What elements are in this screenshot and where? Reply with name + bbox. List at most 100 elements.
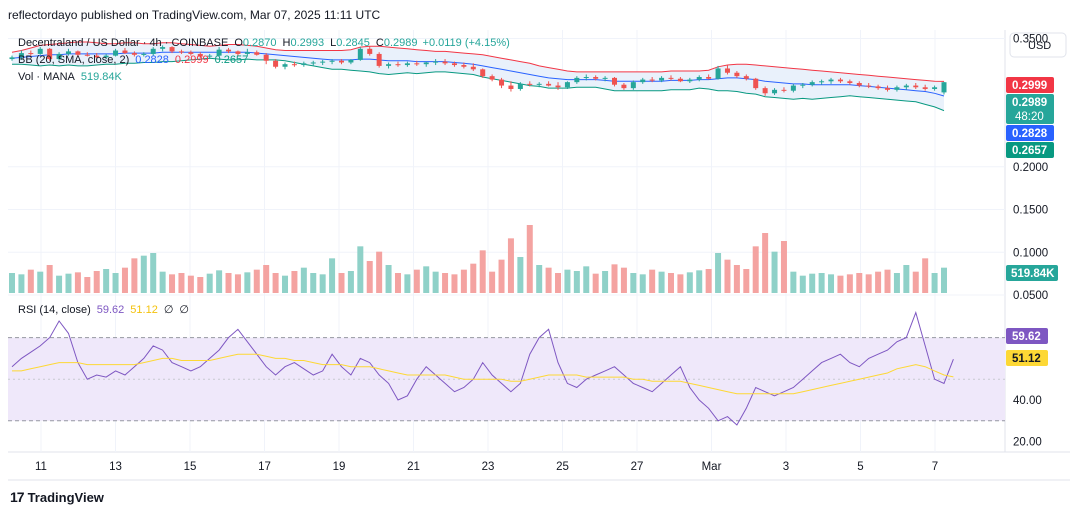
volume-bar [93,271,100,293]
candle-body [668,77,674,79]
volume-bar [762,233,769,293]
time-axis[interactable]: 11 13 15 17 19 21 23 25 27 Mar 3 5 7 [35,461,938,473]
volume-bar [234,274,241,293]
time-tick-label: 11 [35,461,47,473]
volume-bar [357,246,364,293]
price-axis-ticks: 0.3500 0.2000 0.1500 0.1000 0.0500 [1013,34,1048,302]
bb-upper-tag: 0.2999 [1006,77,1054,93]
high-label: H [283,37,291,49]
close-value: 0.2989 [384,37,418,49]
bar-countdown-text: 48:20 [1015,111,1044,123]
time-tick-label: Mar [702,461,722,473]
volume-bar [300,267,307,293]
volume-bar [498,259,505,293]
volume-bar [507,238,514,293]
volume-bar [244,272,251,293]
bb-lower-value: 0.2657 [215,54,249,66]
rsi-ma-tag-text: 51.12 [1012,353,1041,365]
candle-body [621,84,627,89]
time-tick-label: 7 [932,461,938,473]
change-value: +0.0119 (+4.15%) [423,37,510,49]
volume-bar [771,251,778,293]
candle-body [753,78,759,89]
bb-upper-line [11,41,945,82]
volume-bar [84,277,91,293]
candle-body [310,62,316,64]
bb-basis-line [11,51,945,97]
candle-body [169,47,175,52]
volume-bar [517,257,524,293]
rsi-value-tag-text: 59.62 [1012,331,1041,343]
volume-bar [526,225,533,293]
volume-bar [65,273,72,293]
bb-legend[interactable]: BB (20, SMA, close, 2) 0.2828 0.2999 0.2657 [18,54,248,66]
candle-body [433,61,439,63]
volume-bar [46,265,53,293]
candle-body [404,63,410,66]
candle-body [630,82,636,89]
volume-bars [9,225,947,293]
rsi-d1: ∅ [164,304,174,316]
bb-upper-value: 0.2999 [175,54,209,66]
candle-body [828,79,834,82]
candle-body [94,55,100,58]
bb-lower-line [12,57,945,112]
candle-body [677,78,683,82]
volume-bar [592,273,599,293]
candle-body [291,64,297,66]
candle-body [131,53,137,55]
candle-body [386,64,392,66]
currency-label: USD [1028,40,1051,52]
candle-body [423,62,429,65]
volume-bar [780,241,787,293]
volume-bar [169,274,176,293]
candle-body [837,79,843,82]
volume-bar [413,269,420,293]
candle-body [706,77,712,79]
candle-body [338,60,344,63]
candle-body [47,48,53,60]
close-label: C [376,37,384,49]
volume-bar [846,274,853,293]
candle-body [348,59,354,63]
candle-body [301,63,307,66]
candle-body [56,53,62,60]
symbol-title: Decentraland / US Dollar · 4h · COINBASE [18,37,228,49]
time-tick-label: 25 [556,461,569,473]
candle-body [724,68,730,73]
tradingview-branding[interactable]: 17 TradingView [10,489,104,505]
time-tick-label: 19 [333,461,346,473]
candle-body [875,86,881,89]
price-tick-label: 0.0500 [1013,290,1048,302]
candle-body [555,85,561,88]
rsi-ma-tag: 51.12 [1006,350,1048,366]
close-price-tag: 0.2989 48:20 [1006,94,1054,124]
time-tick-label: 3 [783,461,789,473]
time-tick-label: 13 [109,461,122,473]
volume-bar [394,273,401,293]
symbol-legend[interactable]: Decentraland / US Dollar · 4h · COINBASE… [18,37,510,49]
candle-body [602,77,608,79]
candle-body [508,85,514,89]
currency-selector[interactable]: USD [1009,32,1067,58]
candle-body [800,84,806,86]
volume-bar [931,273,938,293]
volume-bar [140,255,147,293]
candle-body [75,51,81,55]
volume-bar [376,251,383,293]
volume-bar [216,270,223,293]
volume-bar [555,273,562,293]
volume-bar [573,271,580,293]
volume-bar [686,272,693,293]
rsi-ma-line [12,353,954,395]
price-tick-label: 0.2000 [1013,162,1048,174]
rsi-legend[interactable]: RSI (14, close) 59.62 51.12 ∅ ∅ [18,304,189,316]
volume-legend[interactable]: Vol · MANA 519.84K [18,71,123,83]
volume-bar [536,265,543,293]
candle-body [65,51,71,54]
candle-body [461,65,467,67]
volume-bar [150,253,157,293]
volume-bar [27,269,34,293]
candle-body [480,69,486,77]
